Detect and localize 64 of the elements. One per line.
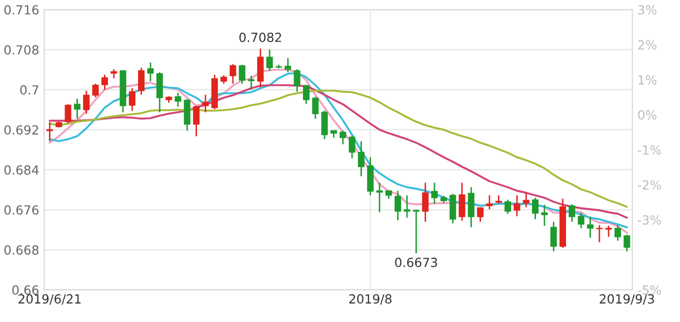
- candlestick: [578, 212, 584, 229]
- candlestick: [614, 224, 621, 242]
- candlestick: [532, 197, 539, 220]
- candlestick: [376, 182, 383, 213]
- candlestick: [138, 66, 145, 96]
- candlestick: [230, 63, 236, 84]
- candlestick: [624, 234, 630, 252]
- y-tick-label: 0.676: [4, 205, 39, 215]
- candlestick: [174, 92, 182, 108]
- x-tick-label: 2019/6/21: [18, 294, 81, 305]
- candlestick: [202, 94, 209, 113]
- candlestick: [477, 207, 484, 222]
- candlestick: [514, 194, 520, 217]
- candlestick: [321, 110, 328, 140]
- y2-tick-label: -2%: [638, 180, 661, 190]
- y-tick-label: 0.684: [4, 165, 39, 175]
- annotation: 0.6673: [395, 258, 438, 268]
- candlestick: [504, 199, 512, 214]
- candlestick: [468, 186, 474, 228]
- candlestick: [486, 194, 493, 210]
- candlestick: [550, 221, 557, 252]
- candlestick: [312, 96, 319, 120]
- x-tick-label: 2019/8: [349, 294, 392, 305]
- y2-tick-label: 3%: [638, 5, 656, 15]
- candlestick: [541, 204, 548, 226]
- y-tick-label: 0.692: [4, 125, 38, 135]
- candlestick: [404, 194, 410, 218]
- y2-tick-label: 2%: [638, 40, 656, 50]
- candlestick: [64, 104, 72, 124]
- candlestick: [302, 84, 310, 104]
- candlestick: [586, 216, 594, 238]
- candlestick: [522, 192, 530, 208]
- y2-tick-label: -5%: [638, 285, 661, 295]
- candlestick: [568, 204, 576, 222]
- candlestick: [101, 74, 108, 90]
- y-tick-label: 0.7: [20, 85, 38, 95]
- annotation: 0.7082: [239, 32, 282, 42]
- candlestick: [422, 182, 429, 222]
- candlestick: [74, 98, 80, 120]
- y-tick-label: 0.668: [4, 245, 38, 255]
- x-tick-label: 2019/9/3: [600, 294, 654, 305]
- y-tick-label: 0.716: [4, 5, 39, 15]
- candlestick: [147, 62, 154, 82]
- y2-tick-label: 0%: [638, 110, 656, 120]
- candlestick: [238, 64, 246, 84]
- candlestick: [193, 105, 200, 137]
- y2-tick-label: -3%: [638, 215, 661, 225]
- candlestick: [294, 68, 300, 92]
- y2-tick-label: 1%: [638, 75, 656, 85]
- candlestick: [348, 135, 356, 159]
- candlestick: [266, 48, 273, 72]
- candlestick: [284, 57, 292, 73]
- candlestick: [358, 140, 364, 177]
- candlestick: [394, 190, 402, 221]
- candlestick: [92, 83, 99, 98]
- y2-tick-label: -1%: [638, 145, 661, 155]
- candlestick: [340, 130, 346, 145]
- y-tick-label: 0.708: [4, 45, 38, 55]
- candlestick: [128, 88, 136, 112]
- candlestick: [83, 90, 90, 114]
- candlestick: [458, 182, 466, 222]
- candlestick: [110, 68, 118, 79]
- y-tick-label: 0.66: [12, 285, 39, 295]
- candlestick: [431, 182, 438, 204]
